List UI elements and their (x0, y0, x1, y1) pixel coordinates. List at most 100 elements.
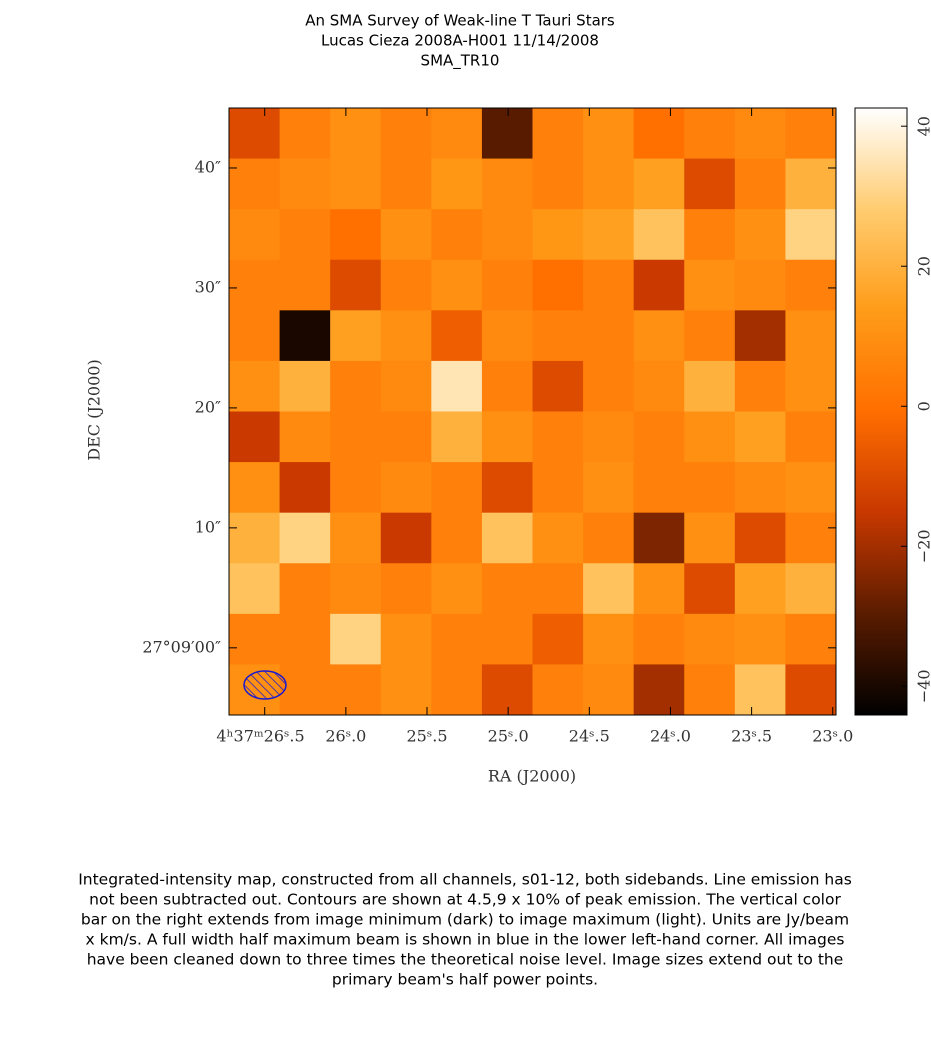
heatmap-cell (381, 412, 432, 463)
colorbar-tick-label: 40 (915, 116, 931, 136)
heatmap-cell (482, 108, 533, 159)
heatmap-cell (533, 462, 584, 513)
heatmap-cell (482, 361, 533, 412)
heatmap-cell (785, 513, 836, 564)
heatmap-cell (735, 260, 786, 311)
colorbar-tick-label: −40 (915, 669, 931, 703)
heatmap-cell (431, 563, 482, 614)
heatmap-cell (583, 614, 634, 665)
y-tick-label: 40″ (195, 157, 221, 176)
x-tick-label: 25ˢ.0 (488, 727, 529, 746)
heatmap-cell (533, 260, 584, 311)
heatmap-cell (583, 260, 634, 311)
heatmap-cell (735, 563, 786, 614)
heatmap-cell (634, 664, 685, 715)
heatmap-cell (583, 361, 634, 412)
heatmap-cell (280, 664, 331, 715)
heatmap-cell (431, 260, 482, 311)
heatmap-cell (583, 310, 634, 361)
heatmap-cell (381, 563, 432, 614)
heatmap-cell (583, 159, 634, 210)
heatmap-cell (330, 159, 381, 210)
heatmap-cell (330, 361, 381, 412)
heatmap-cell (381, 159, 432, 210)
heatmap-cell (735, 209, 786, 260)
heatmap-cell (735, 412, 786, 463)
heatmap-cell (229, 108, 280, 159)
colorbar-tick-label: 20 (915, 256, 931, 276)
heatmap-cell (280, 260, 331, 311)
heatmap-cell (634, 209, 685, 260)
y-tick-label: 30″ (195, 277, 221, 296)
heatmap-cell (280, 209, 331, 260)
heatmap-cell (330, 563, 381, 614)
x-tick-label: 23ˢ.5 (731, 727, 772, 746)
caption: primary beam's half power points. (332, 971, 598, 989)
heatmap-cell (533, 209, 584, 260)
heatmap-cell (684, 412, 735, 463)
heatmap-cell (533, 513, 584, 564)
heatmap-cell (482, 664, 533, 715)
heatmap-cell (684, 664, 735, 715)
heatmap-cell (229, 361, 280, 412)
caption: not been subtracted out. Contours are sh… (89, 891, 841, 909)
heatmap-cell (330, 462, 381, 513)
heatmap-cell (634, 614, 685, 665)
heatmap-cell (330, 260, 381, 311)
heatmap-cell (684, 563, 735, 614)
heatmap-cell (785, 361, 836, 412)
heatmap-cell (280, 513, 331, 564)
heatmap-cell (482, 513, 533, 564)
heatmap-cell (381, 108, 432, 159)
heatmap-cell (533, 108, 584, 159)
heatmap-cell (229, 563, 280, 614)
heatmap-cell (280, 310, 331, 361)
colorbar-tick-label: 0 (915, 401, 931, 411)
heatmap-cell (684, 462, 735, 513)
heatmap-cell (280, 462, 331, 513)
heatmap-cell (634, 361, 685, 412)
caption: have been cleaned down to three times th… (87, 951, 844, 969)
heatmap-cell (381, 361, 432, 412)
heatmap-cell (533, 614, 584, 665)
heatmap-cell (785, 563, 836, 614)
heatmap-cell (330, 614, 381, 665)
colorbar-tick-label: −20 (915, 529, 931, 563)
heatmap-cell (634, 563, 685, 614)
heatmap-cell (785, 209, 836, 260)
heatmap-cell (381, 513, 432, 564)
heatmap-cell (330, 664, 381, 715)
heatmap-cell (785, 260, 836, 311)
heatmap-cell (583, 108, 634, 159)
caption: bar on the right extends from image mini… (81, 911, 849, 929)
heatmap-cell (735, 108, 786, 159)
x-tick-label: 4ʰ37ᵐ26ˢ.5 (216, 727, 304, 746)
heatmap-cell (482, 614, 533, 665)
heatmap-cell (330, 310, 381, 361)
heatmap-cell (583, 209, 634, 260)
heatmap-cell (330, 412, 381, 463)
heatmap-cell (735, 614, 786, 665)
heatmap-cell (583, 563, 634, 614)
heatmap-cell (684, 513, 735, 564)
y-tick-label: 10″ (195, 517, 221, 536)
heatmap-cell (583, 664, 634, 715)
heatmap-cell (684, 260, 735, 311)
heatmap-cell (735, 159, 786, 210)
x-tick-label: 25ˢ.5 (406, 727, 447, 746)
heatmap-cell (229, 462, 280, 513)
x-tick-label: 24ˢ.5 (569, 727, 610, 746)
heatmap-cell (634, 513, 685, 564)
heatmap-cell (533, 664, 584, 715)
heatmap-cell (381, 614, 432, 665)
heatmap-cell (482, 310, 533, 361)
x-tick-label: 24ˢ.0 (650, 727, 691, 746)
heatmap-cell (431, 209, 482, 260)
heatmap-cell (634, 260, 685, 311)
heatmap-cell (431, 108, 482, 159)
heatmap-cell (785, 310, 836, 361)
heatmap-cell (482, 563, 533, 614)
heatmap-cell (482, 462, 533, 513)
y-tick-label: 20″ (195, 397, 221, 416)
heatmap-cell (381, 462, 432, 513)
